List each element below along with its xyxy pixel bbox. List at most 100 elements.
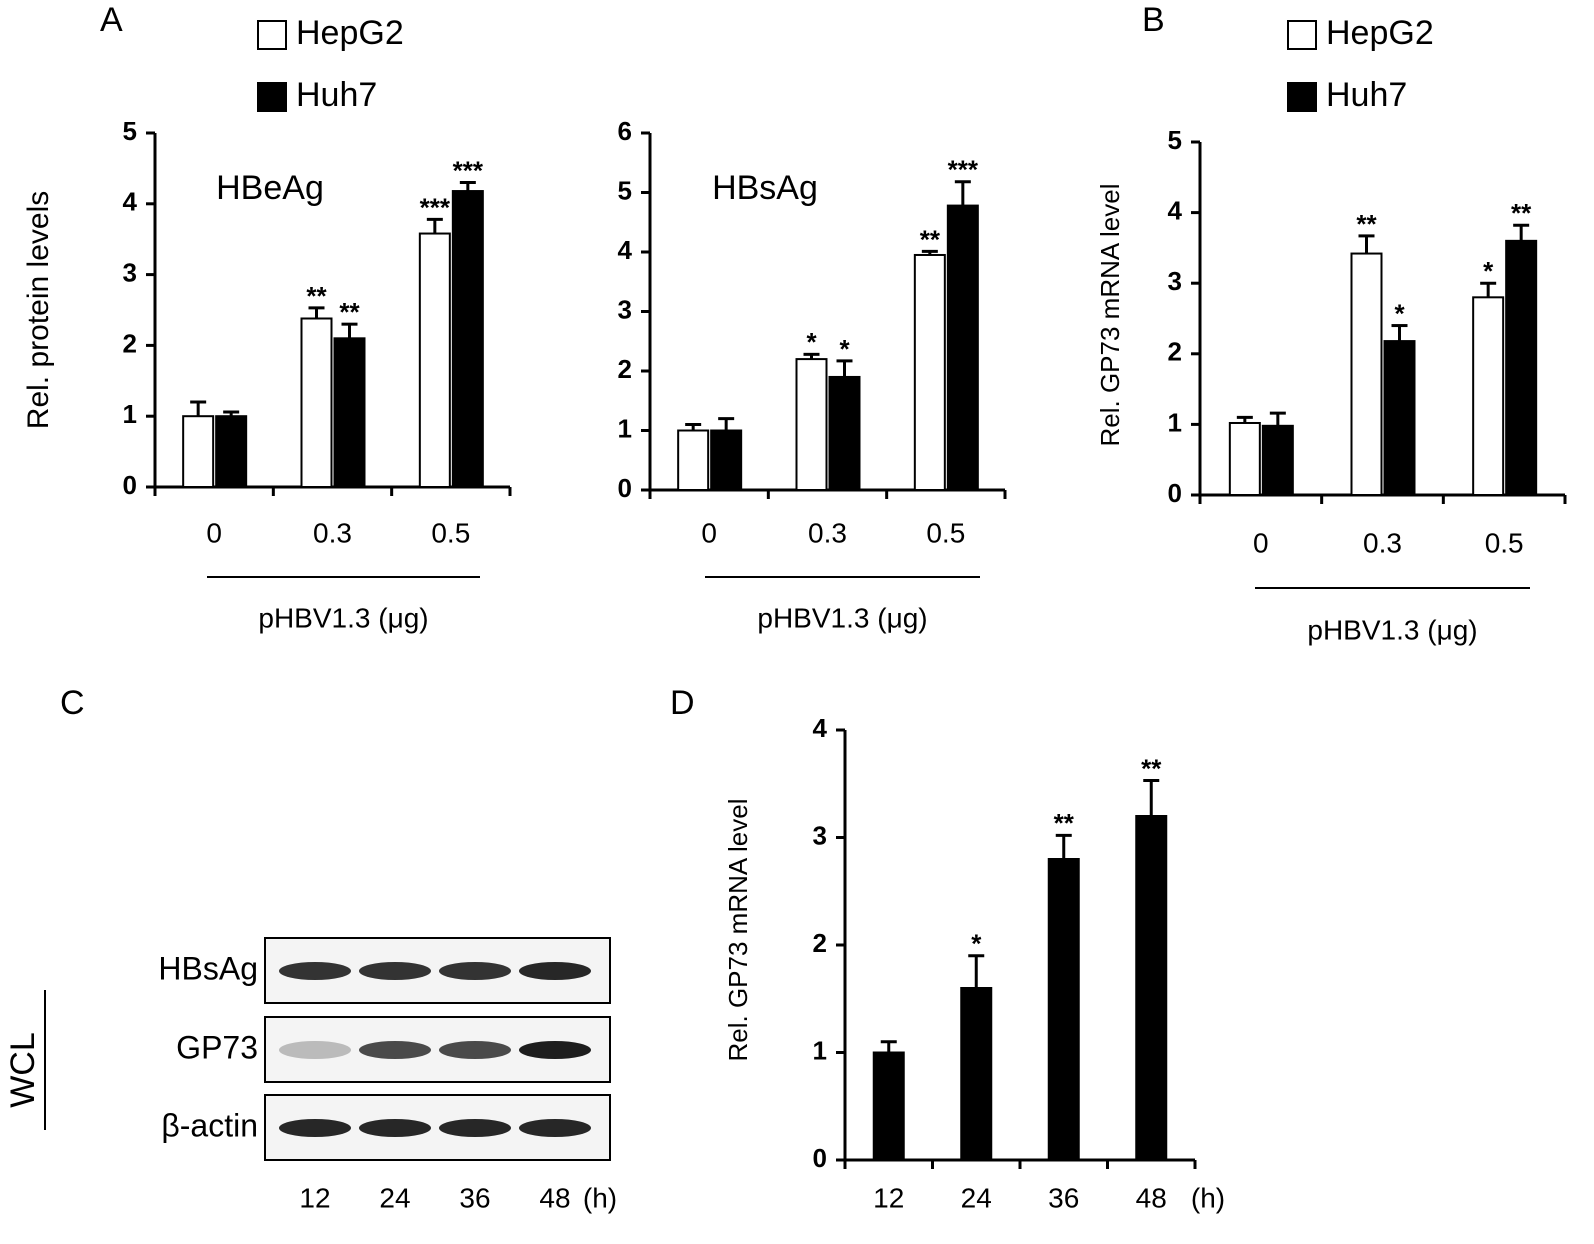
- bar: [1047, 858, 1080, 1161]
- legend-label: HepG2: [1326, 14, 1434, 52]
- bar: [828, 375, 861, 492]
- x-axis-label: pHBV1.3 (μg): [258, 602, 428, 633]
- y-tick-label: 4: [123, 187, 138, 217]
- y-tick-label: 3: [1168, 266, 1182, 296]
- legend-label: Huh7: [1326, 76, 1407, 114]
- y-tick-label: 2: [123, 328, 137, 358]
- significance: ***: [948, 155, 979, 185]
- x-axis-label: pHBV1.3 (μg): [1307, 614, 1477, 645]
- bar: [215, 415, 248, 489]
- x-tick-label: 0.3: [808, 517, 847, 548]
- chart-title: HBsAg: [712, 169, 818, 207]
- x-tick-label: 0: [701, 517, 717, 548]
- x-tick-label: 0: [206, 517, 222, 548]
- bar: [1472, 296, 1505, 496]
- y-tick-label: 4: [813, 713, 828, 743]
- x-tick-label: 12: [873, 1182, 904, 1213]
- lane-unit: (h): [583, 1182, 617, 1213]
- significance: *: [1483, 256, 1494, 286]
- significance: **: [306, 281, 327, 311]
- x-tick-label: 36: [1048, 1182, 1079, 1213]
- bar: [677, 429, 710, 491]
- y-tick-label: 3: [618, 294, 632, 324]
- row-label: GP73: [176, 1029, 258, 1065]
- significance: **: [1141, 753, 1162, 783]
- bar: [1505, 239, 1538, 496]
- bar: [1350, 252, 1383, 496]
- y-axis-label: Rel. GP73 mRNA level: [723, 799, 753, 1062]
- row-label: HBsAg: [158, 950, 258, 986]
- bar: [1228, 421, 1261, 497]
- y-tick-label: 5: [618, 175, 632, 205]
- band: [359, 962, 431, 980]
- y-tick-label: 0: [813, 1143, 827, 1173]
- y-tick-label: 0: [618, 473, 632, 503]
- legend-swatch: [1287, 20, 1317, 50]
- legend-label: Huh7: [296, 76, 377, 114]
- significance: *: [806, 327, 817, 357]
- legend-swatch: [1287, 82, 1317, 112]
- panel-label: C: [60, 684, 85, 722]
- side-label: WCL: [4, 1032, 42, 1108]
- y-tick-label: 6: [618, 116, 632, 146]
- y-tick-label: 1: [1168, 407, 1182, 437]
- lane-label: 48: [539, 1182, 570, 1213]
- bar: [182, 415, 215, 489]
- x-tick-label: 0.5: [1485, 527, 1524, 558]
- lane-label: 24: [379, 1182, 410, 1213]
- bar: [960, 987, 993, 1161]
- significance: **: [1054, 808, 1075, 838]
- y-tick-label: 0: [1168, 478, 1182, 508]
- bar: [946, 204, 979, 491]
- panel-label: A: [100, 1, 123, 39]
- y-tick-label: 5: [1168, 125, 1182, 155]
- x-axis-label: pHBV1.3 (μg): [757, 602, 927, 633]
- band: [359, 1041, 431, 1059]
- y-tick-label: 3: [123, 257, 137, 287]
- y-tick-label: 1: [813, 1035, 827, 1065]
- band: [279, 1041, 351, 1059]
- significance: *: [971, 929, 982, 959]
- band: [359, 1119, 431, 1137]
- y-axis-label: Rel. protein levels: [22, 191, 55, 429]
- y-tick-label: 1: [618, 413, 632, 443]
- panel-label: D: [670, 684, 695, 722]
- bar: [451, 190, 484, 488]
- bar: [795, 358, 828, 491]
- bar: [1261, 424, 1294, 497]
- lane-label: 12: [299, 1182, 330, 1213]
- x-axis-label: (h): [1191, 1182, 1225, 1213]
- significance: *: [1394, 298, 1405, 328]
- y-axis-label: Rel. GP73 mRNA level: [1095, 184, 1125, 447]
- significance: **: [1511, 198, 1532, 228]
- legend-swatch: [257, 82, 287, 112]
- x-tick-label: 48: [1136, 1182, 1167, 1213]
- y-tick-label: 0: [123, 470, 137, 500]
- blot: HBsAg GP73 β-actin 12 24 36 48 (h): [158, 937, 617, 1213]
- band: [439, 1041, 511, 1059]
- chart-title: HBeAg: [216, 169, 324, 207]
- y-tick-label: 1: [123, 399, 137, 429]
- band: [519, 1041, 591, 1059]
- x-tick-label: 0.3: [313, 517, 352, 548]
- band: [519, 1119, 591, 1137]
- bar: [300, 317, 333, 488]
- bar: [1135, 815, 1168, 1161]
- significance: **: [920, 224, 941, 254]
- significance: ***: [420, 192, 451, 222]
- bar: [418, 232, 451, 488]
- y-tick-label: 4: [1168, 195, 1183, 225]
- legend-label: HepG2: [296, 14, 404, 52]
- band: [439, 1119, 511, 1137]
- legend-swatch: [257, 20, 287, 50]
- band: [279, 1119, 351, 1137]
- significance: **: [1356, 209, 1377, 239]
- y-tick-label: 4: [618, 235, 633, 265]
- row-label: β-actin: [161, 1107, 258, 1143]
- significance: *: [839, 334, 850, 364]
- y-tick-label: 2: [618, 354, 632, 384]
- y-tick-label: 2: [813, 928, 827, 958]
- y-tick-label: 2: [1168, 337, 1182, 367]
- x-tick-label: 0: [1253, 527, 1269, 558]
- bar: [333, 337, 366, 488]
